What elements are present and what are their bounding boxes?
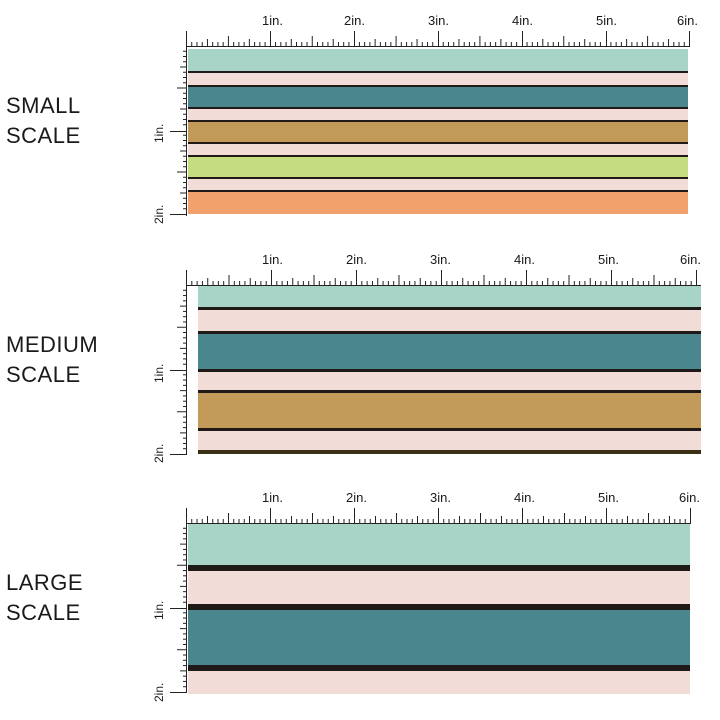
small-scale-horizontal-minor-ticks xyxy=(191,36,685,46)
h-tick-label: 4in. xyxy=(514,252,535,267)
h-tick-label: 2in. xyxy=(346,252,367,267)
stripe-pink xyxy=(198,308,701,333)
medium-scale-horizontal-minor-ticks xyxy=(191,275,692,285)
medium-scale-ruler-svg: 1in. 2in. 3in. 4in. 5in. 6in. 1in. 2in. xyxy=(152,252,701,463)
divider-line xyxy=(188,604,690,610)
h-tick-label: 1in. xyxy=(262,490,283,505)
divider-line xyxy=(198,428,701,431)
small-scale-title-line2: SCALE xyxy=(6,123,81,148)
stripe-mustard xyxy=(198,391,701,429)
large-scale-vertical-ruler xyxy=(170,523,187,693)
divider-line xyxy=(188,71,688,73)
divider-line xyxy=(188,120,688,122)
divider-line xyxy=(198,450,701,454)
small-scale-vertical-minor-ticks xyxy=(177,50,187,210)
large-scale-horizontal-ruler xyxy=(186,508,691,524)
v-tick-label: 2in. xyxy=(152,205,166,224)
stripe-pink xyxy=(188,72,688,86)
stripe-orange xyxy=(188,191,688,214)
divider-line xyxy=(198,390,701,393)
v-tick-label: 2in. xyxy=(152,683,166,702)
h-tick-label: 5in. xyxy=(598,490,619,505)
h-tick-label: 6in. xyxy=(679,490,700,505)
stripe-teal xyxy=(188,605,690,667)
v-tick-label: 2in. xyxy=(152,444,166,463)
medium-scale-vertical-ruler xyxy=(170,285,187,455)
h-tick-label: 6in. xyxy=(680,252,701,267)
medium-scale-swatch-panel: 1in. 2in. 3in. 4in. 5in. 6in. 1in. 2in. xyxy=(152,252,701,463)
h-tick-label: 1in. xyxy=(262,252,283,267)
h-tick-label: 3in. xyxy=(430,490,451,505)
small-scale-stripes xyxy=(188,49,688,214)
stripe-pink xyxy=(188,143,688,156)
medium-scale-title-line2: SCALE xyxy=(6,362,81,387)
small-scale-horizontal-labels: 1in. 2in. 3in. 4in. 5in. 6in. xyxy=(262,13,698,28)
small-scale-label: SMALL SCALE xyxy=(6,91,81,151)
medium-scale-stripes xyxy=(198,286,701,454)
stripe-mustard xyxy=(188,121,688,143)
stripe-teal xyxy=(198,333,701,371)
h-tick-label: 2in. xyxy=(346,490,367,505)
h-tick-label: 3in. xyxy=(428,13,449,28)
divider-line xyxy=(188,142,688,144)
h-tick-label: 1in. xyxy=(262,13,283,28)
h-tick-label: 4in. xyxy=(514,490,535,505)
large-scale-title-line2: SCALE xyxy=(6,600,81,625)
h-tick-label: 3in. xyxy=(430,252,451,267)
medium-scale-title-line1: MEDIUM xyxy=(6,332,99,357)
medium-scale-horizontal-ruler xyxy=(186,270,701,286)
stripe-pink xyxy=(188,108,688,121)
stripe-lime xyxy=(188,156,688,178)
h-tick-label: 6in. xyxy=(677,13,698,28)
stripe-mint xyxy=(188,524,690,566)
divider-line xyxy=(188,177,688,179)
small-scale-horizontal-ruler xyxy=(186,31,690,47)
medium-scale-label: MEDIUM SCALE xyxy=(6,330,98,390)
large-scale-stripes xyxy=(188,524,690,694)
stripe-mint xyxy=(188,49,688,72)
v-tick-label: 1in. xyxy=(152,364,166,383)
large-scale-label: LARGE SCALE xyxy=(6,568,83,628)
medium-scale-vertical-minor-ticks xyxy=(177,289,187,450)
stripe-pink xyxy=(198,371,701,391)
medium-scale-horizontal-labels: 1in. 2in. 3in. 4in. 5in. 6in. xyxy=(262,252,701,267)
large-scale-title-line1: LARGE xyxy=(6,570,84,595)
divider-line xyxy=(188,85,688,87)
large-scale-horizontal-labels: 1in. 2in. 3in. 4in. 5in. 6in. xyxy=(262,490,700,505)
divider-line xyxy=(188,565,690,571)
h-tick-label: 5in. xyxy=(596,13,617,28)
divider-line xyxy=(188,107,688,109)
divider-line xyxy=(188,190,688,192)
stripe-pink xyxy=(188,178,688,191)
stripe-pink xyxy=(188,566,690,605)
stripe-mint xyxy=(198,286,701,308)
divider-line xyxy=(188,155,688,157)
stripe-teal xyxy=(188,86,688,108)
large-scale-vertical-minor-ticks xyxy=(177,527,187,688)
divider-line xyxy=(188,665,690,671)
divider-line xyxy=(198,307,701,310)
small-scale-ruler-svg: 1in. 2in. 3in. 4in. 5in. 6in. 1in. 2in. xyxy=(152,13,698,224)
divider-line xyxy=(198,331,701,334)
small-scale-title-line1: SMALL xyxy=(6,93,81,118)
v-tick-label: 1in. xyxy=(152,124,166,143)
small-scale-swatch-panel: 1in. 2in. 3in. 4in. 5in. 6in. 1in. 2in. xyxy=(0,0,720,230)
large-scale-horizontal-minor-ticks xyxy=(191,513,686,523)
h-tick-label: 4in. xyxy=(512,13,533,28)
stripe-pink xyxy=(188,667,690,694)
h-tick-label: 2in. xyxy=(344,13,365,28)
h-tick-label: 5in. xyxy=(598,252,619,267)
divider-line xyxy=(198,369,701,372)
v-tick-label: 1in. xyxy=(152,601,166,620)
stripe-pink xyxy=(198,429,701,451)
